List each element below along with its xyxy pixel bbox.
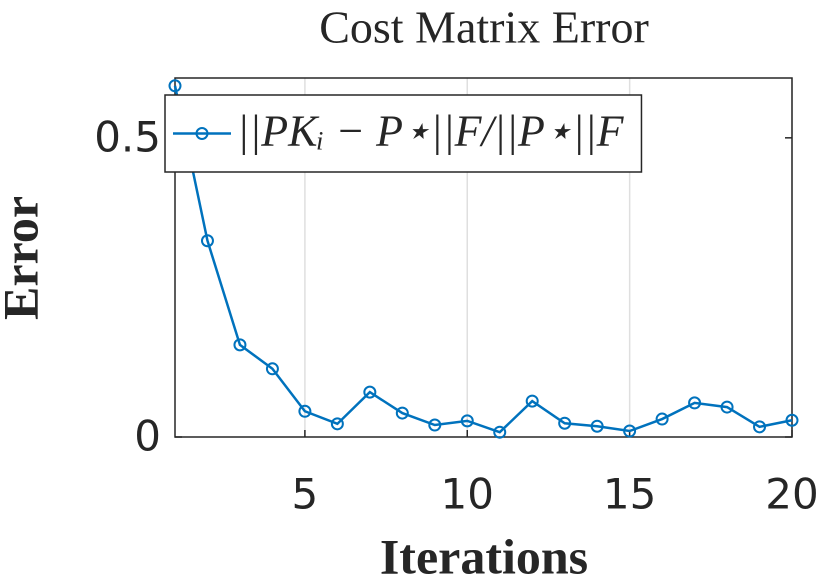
data-point bbox=[525, 394, 539, 408]
legend-box bbox=[164, 94, 643, 173]
data-point bbox=[168, 79, 182, 93]
data-point bbox=[785, 413, 799, 427]
data-point bbox=[590, 419, 604, 433]
data-point bbox=[558, 416, 572, 430]
data-point bbox=[753, 420, 767, 434]
legend-label: ||PKᵢ − P⋆||F/||P⋆||F bbox=[237, 107, 625, 156]
data-point bbox=[460, 414, 474, 428]
data-point bbox=[298, 404, 312, 418]
data-point bbox=[200, 234, 214, 248]
data-point bbox=[720, 400, 734, 414]
x-tick-label: 20 bbox=[765, 470, 818, 519]
data-point bbox=[233, 338, 247, 352]
data-point bbox=[330, 417, 344, 431]
x-tick-label: 5 bbox=[292, 470, 319, 519]
x-tick-label: 10 bbox=[441, 470, 494, 519]
data-point bbox=[655, 412, 669, 426]
data-point bbox=[688, 396, 702, 410]
x-tick-label: 15 bbox=[603, 470, 656, 519]
data-point bbox=[395, 406, 409, 420]
legend-marker bbox=[195, 127, 209, 140]
data-point bbox=[265, 362, 279, 376]
chart-title: Cost Matrix Error bbox=[319, 2, 649, 53]
x-axis-label: Iterations bbox=[380, 528, 588, 584]
y-axis-label: Error bbox=[0, 196, 48, 320]
data-point bbox=[623, 424, 637, 438]
data-point bbox=[493, 425, 507, 439]
legend: ||PKᵢ − P⋆||F/||P⋆||F bbox=[164, 94, 643, 173]
data-point bbox=[363, 385, 377, 399]
axes-box bbox=[174, 77, 793, 438]
y-tick-label: 0.5 bbox=[94, 112, 161, 161]
data-point bbox=[428, 418, 442, 432]
y-tick-label: 0 bbox=[134, 412, 161, 461]
